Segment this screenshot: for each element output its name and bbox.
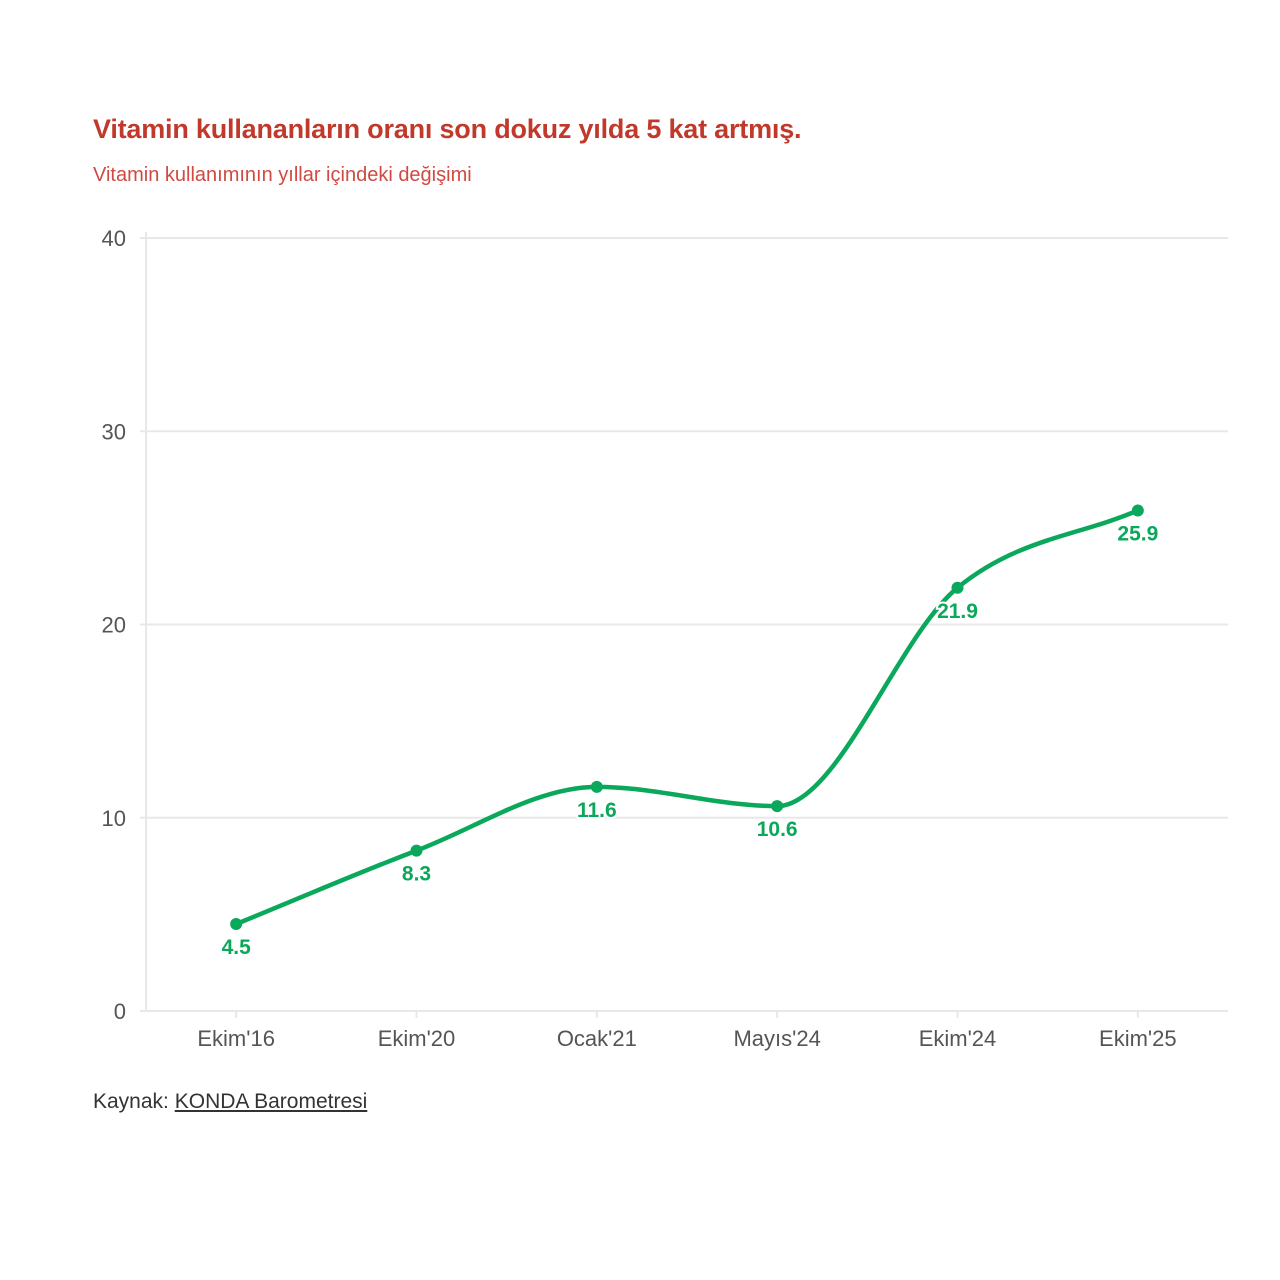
data-label: 8.3	[402, 863, 431, 886]
chart-subtitle: Vitamin kullanımının yıllar içindeki değ…	[93, 164, 472, 186]
y-tick-label: 10	[102, 806, 126, 831]
x-tick-label: Ekim'24	[919, 1026, 997, 1051]
x-tick-label: Ekim'16	[197, 1026, 275, 1051]
y-tick-label: 0	[114, 999, 126, 1024]
data-label: 10.6	[757, 818, 798, 841]
data-point	[1131, 504, 1144, 517]
data-point	[590, 780, 603, 793]
data-label: 4.5	[222, 936, 252, 959]
y-tick-label: 40	[102, 226, 126, 251]
source-note: Kaynak: KONDA Barometresi	[93, 1090, 367, 1114]
data-point	[230, 918, 243, 931]
chart-title: Vitamin kullananların oranı son dokuz yı…	[93, 114, 802, 144]
data-point	[951, 581, 964, 594]
source-link[interactable]: KONDA Barometresi	[174, 1090, 368, 1113]
series-line	[233, 508, 1141, 927]
x-tick-label: Ocak'21	[557, 1026, 637, 1051]
data-label: 21.9	[937, 600, 978, 623]
x-tick-label: Ekim'20	[378, 1026, 456, 1051]
x-tick-label: Ekim'25	[1099, 1026, 1177, 1051]
data-label: 25.9	[1117, 522, 1158, 545]
y-tick-label: 20	[102, 613, 126, 638]
x-tick-label: Mayıs'24	[733, 1026, 820, 1051]
data-point	[771, 800, 784, 813]
y-tick-label: 30	[102, 419, 126, 444]
data-label: 11.6	[577, 799, 617, 822]
source-label: Kaynak:	[93, 1090, 169, 1113]
data-point	[410, 844, 423, 857]
